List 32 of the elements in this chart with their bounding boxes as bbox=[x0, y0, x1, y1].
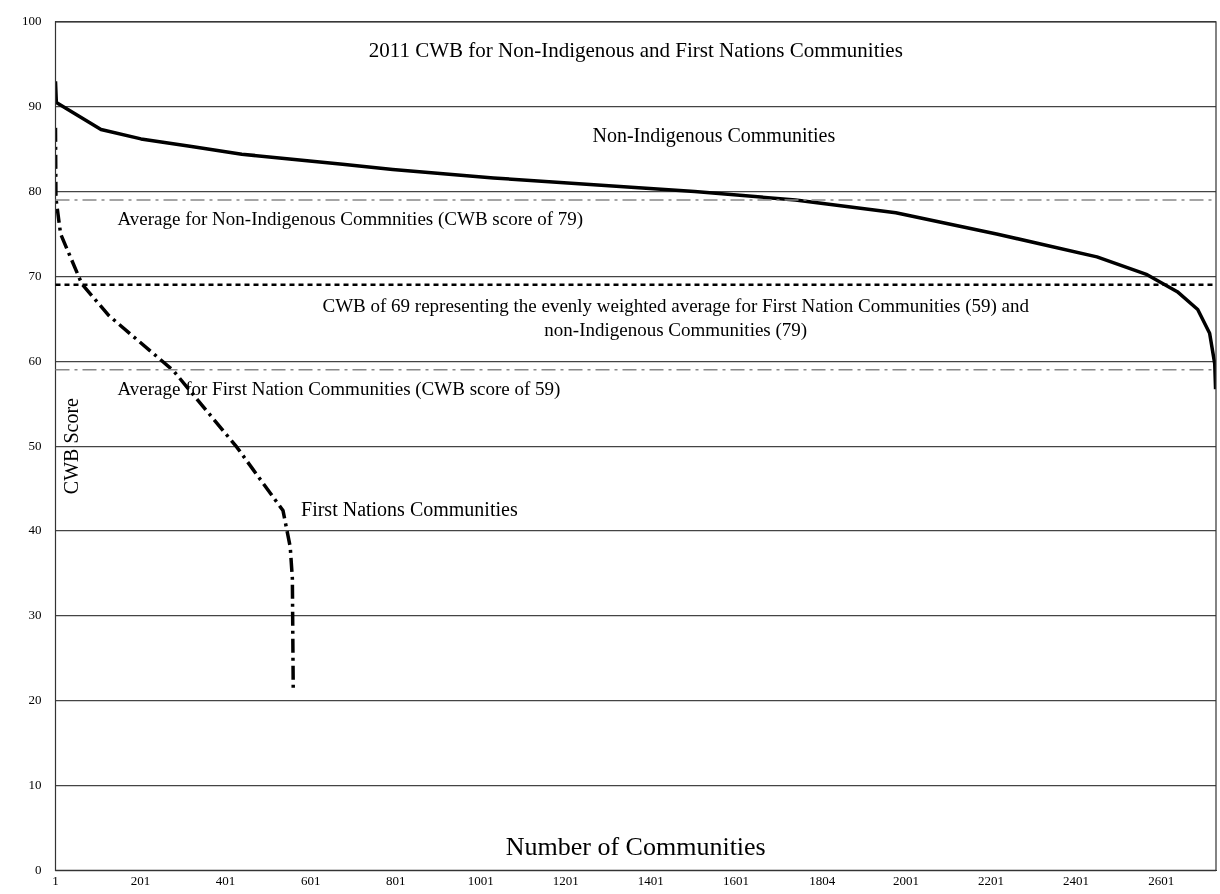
x-tick-label: 2001 bbox=[892, 872, 919, 888]
ref-line-label: CWB of 69 representing the evenly weighted average for First Nation Communities (59) and non-Indigenous Communities (79) bbox=[322, 294, 1030, 341]
x-tick-label: 1201 bbox=[552, 872, 579, 888]
x-tick-label: 201 bbox=[130, 872, 151, 888]
y-tick-label: 100 bbox=[22, 13, 42, 29]
ref-line-label: Average for Non-Indigenous Commnities (CWB score of 79) bbox=[117, 207, 584, 230]
y-tick-label: 70 bbox=[28, 267, 42, 283]
x-tick-label: 1401 bbox=[637, 872, 664, 888]
x-tick-label: 2601 bbox=[1148, 872, 1175, 888]
y-tick-label: 30 bbox=[28, 607, 42, 623]
x-tick-label: 1804 bbox=[809, 872, 836, 888]
series-label: Non-Indigenous Communities bbox=[592, 123, 836, 147]
y-tick-label: 60 bbox=[28, 352, 42, 368]
y-tick-label: 40 bbox=[28, 522, 42, 538]
x-tick-label: 1 bbox=[52, 872, 59, 888]
x-tick-label: 2201 bbox=[978, 872, 1005, 888]
text: 2011 CWB for Non-Indigenous and First Nations Communities bbox=[368, 38, 903, 63]
y-axis-title: CWB Score bbox=[59, 397, 82, 495]
x-tick-label: 401 bbox=[215, 872, 236, 888]
y-tick-label: 50 bbox=[28, 437, 42, 453]
x-tick-label: 2401 bbox=[1063, 872, 1090, 888]
series-label: First Nations Communities bbox=[301, 497, 518, 520]
x-tick-label: 1001 bbox=[467, 872, 494, 888]
y-tick-label: 80 bbox=[28, 182, 42, 198]
y-tick-label: 10 bbox=[28, 776, 42, 792]
x-tick-label: 1601 bbox=[722, 872, 749, 888]
x-tick-label: 601 bbox=[300, 872, 321, 888]
y-tick-label: 90 bbox=[28, 98, 42, 114]
x-axis-title: Number of Communities bbox=[505, 832, 766, 862]
x-tick-label: 801 bbox=[385, 872, 406, 888]
y-tick-label: 20 bbox=[28, 692, 42, 708]
y-tick-label: 0 bbox=[35, 861, 42, 877]
